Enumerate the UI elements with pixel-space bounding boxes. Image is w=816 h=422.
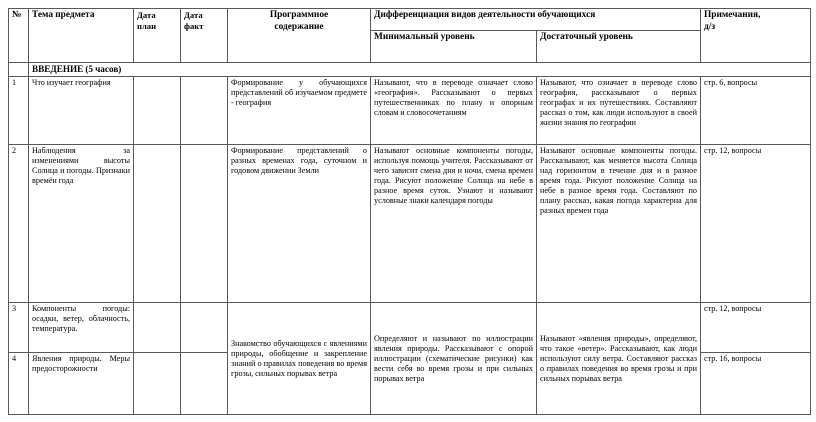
row-date-fact[interactable] [180, 76, 228, 146]
header-notes-line2: д/з [704, 21, 716, 32]
header-differentiation: Дифференциация видов деятельности обучаю… [370, 8, 701, 31]
row-topic: Компоненты погоды: осадки, ветер, облачн… [28, 302, 134, 354]
row-num: 4 [8, 352, 29, 416]
header-date-plan: Дата план [133, 8, 181, 63]
header-date-plan-line2: план [137, 20, 157, 31]
row-sufficient-level: Называют основные компоненты погоды. Рас… [536, 144, 701, 304]
section-num-cell [8, 61, 29, 78]
thematic-planning-table: № Тема предмета Дата план Дата факт Прог… [8, 8, 811, 416]
row-date-fact[interactable] [180, 352, 228, 416]
row-minimal-level: Называют, что в переводе означает слово … [370, 76, 537, 146]
header-topic: Тема предмета [28, 8, 134, 63]
header-num: № [8, 8, 29, 63]
row-program-content: Формирование у обучающихся представлений… [227, 76, 371, 146]
section-header-row: ВВЕДЕНИЕ (5 часов) [8, 61, 811, 78]
table-row: 1 Что изучает география Формирование у о… [8, 76, 811, 146]
table-body: ВВЕДЕНИЕ (5 часов) 1 Что изучает географ… [8, 61, 811, 416]
row-note: стр. 12, вопросы [700, 144, 811, 304]
header-notes: Примечания, д/з [700, 8, 811, 63]
row-minimal-level: Называют основные компоненты погоды, исп… [370, 144, 537, 304]
row-date-plan[interactable] [133, 76, 181, 146]
table-row: 2 Наблюдения за изменениями высоты Солнц… [8, 144, 811, 304]
row-sufficient-level: Называют, что означает в переводе слово … [536, 76, 701, 146]
row-minimal-level: Определяют и называют по иллюстрации явл… [370, 302, 537, 416]
row-note: стр. 6, вопросы [700, 76, 811, 146]
row-date-plan[interactable] [133, 352, 181, 416]
row-topic: Явления природы. Меры предосторожности [28, 352, 134, 416]
table-row: 4 Явления природы. Меры предосторожности… [8, 352, 811, 416]
header-sufficient-level: Достаточный уровень [536, 30, 701, 63]
row-date-plan[interactable] [133, 144, 181, 304]
header-date-fact-line2: факт [184, 20, 204, 31]
row-note: стр. 16, вопросы [700, 352, 811, 416]
row-num: 3 [8, 302, 29, 354]
header-program-line2: содержание [274, 21, 324, 32]
header-notes-line1: Примечания, [704, 10, 761, 20]
table-row: 3 Компоненты погоды: осадки, ветер, обла… [8, 302, 811, 416]
header-minimal-level: Минимальный уровень [370, 30, 537, 63]
row-note: стр. 12, вопросы [700, 302, 811, 354]
row-date-fact[interactable] [180, 144, 228, 304]
row-date-fact[interactable] [180, 302, 228, 354]
row-num: 1 [8, 76, 29, 146]
header-row-top: № Тема предмета Дата план Дата факт Прог… [8, 8, 811, 63]
header-date-fact: Дата факт [180, 8, 228, 63]
row-program-content: Формирование представлений о разных врем… [227, 144, 371, 304]
row-sufficient-level: Называют «явления природы», определяют, … [536, 302, 701, 416]
header-date-plan-line1: Дата [137, 10, 156, 20]
row-date-plan[interactable] [133, 302, 181, 354]
row-topic: Наблюдения за изменениями высоты Солнца … [28, 144, 134, 304]
header-program-line1: Программное [269, 10, 329, 20]
header-program-content: Программное содержание [227, 8, 371, 63]
section-title: ВВЕДЕНИЕ (5 часов) [28, 61, 811, 78]
header-date-fact-line1: Дата [184, 10, 203, 20]
row-num: 2 [8, 144, 29, 304]
row-topic: Что изучает география [28, 76, 134, 146]
row-program-content: Знакомство обучающихся с явлениями приро… [227, 302, 371, 416]
table-header: № Тема предмета Дата план Дата факт Прог… [8, 8, 811, 63]
